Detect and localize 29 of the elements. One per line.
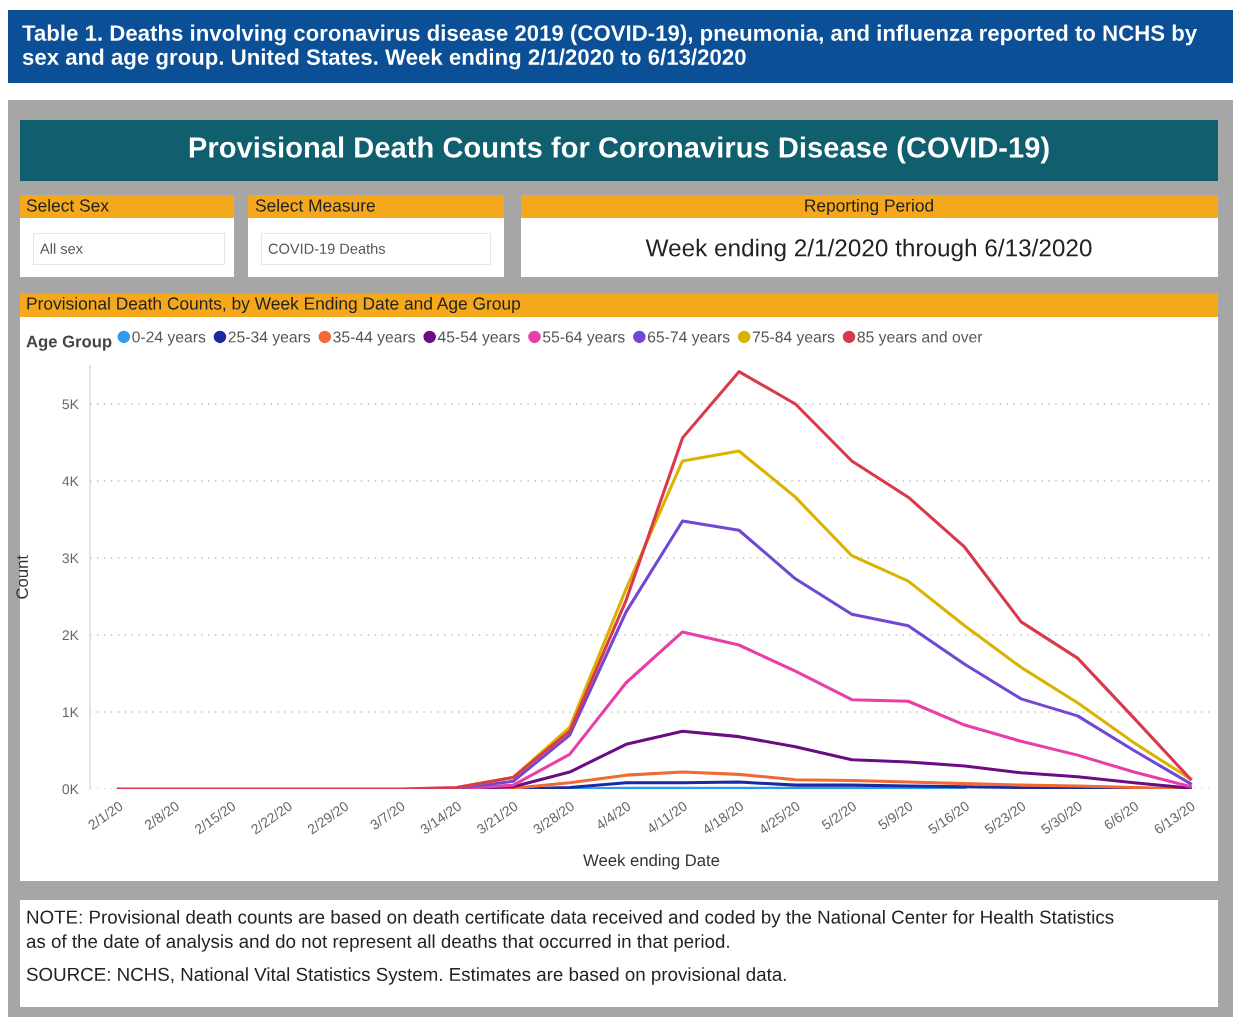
chart-subtitle: Provisional Death Counts for Coronavirus Disease (COVID-19) [189, 136, 1049, 164]
text: NOTE: Provisional death counts are based on death certificate data received and coded by the National Center for Health Statistics as of the date of analysis and do not represent all deaths that occurred in that period. [26, 910, 1114, 952]
text: Reporting Period [805, 198, 934, 216]
legend-label: 35-44 years [333, 331, 415, 346]
y-tick-label: 1K [62, 707, 79, 718]
text: Provisional Death Counts, by Week Ending Date and Age Group [27, 296, 521, 314]
y-tick-label: 4K [62, 476, 79, 487]
legend-label: 65-74 years [647, 331, 730, 346]
y-axis-title: Count [16, 555, 29, 599]
legend-label: 25-34 years [228, 331, 311, 346]
text: All sex [40, 243, 83, 254]
text: COVID-19 Deaths [268, 243, 385, 254]
x-axis-title: Week ending Date [583, 853, 720, 870]
legend-label: 75-84 years [752, 331, 835, 346]
legend-label: 55-64 years [542, 331, 625, 346]
legend-title: Age Group [26, 335, 112, 351]
legend-label: 85 years and over [857, 331, 983, 346]
chart-title: Table 1. Deaths involving coronavirus disease 2019 (COVID-19), pneumonia, and influenza reported to NCHS by sex and age group. United States. Week ending 2/1/2020 to 6/13/2020 [22, 24, 1198, 70]
legend-label: 0-24 years [132, 331, 206, 346]
y-tick-label: 0K [62, 784, 79, 795]
y-tick-label: 3K [62, 553, 79, 564]
y-tick-label: 2K [62, 630, 79, 641]
y-tick-label: 5K [62, 399, 79, 410]
text: Week ending 2/1/2020 through 6/13/2020 [645, 238, 1092, 262]
line-series [116, 370, 1192, 789]
source-note: SOURCE: NCHS, National Vital Statistics System. Estimates are based on provisional data. [26, 967, 786, 985]
legend-label: 45-54 years [437, 331, 520, 346]
text: Select Sex [26, 198, 109, 212]
text: Select Measure [255, 198, 375, 212]
